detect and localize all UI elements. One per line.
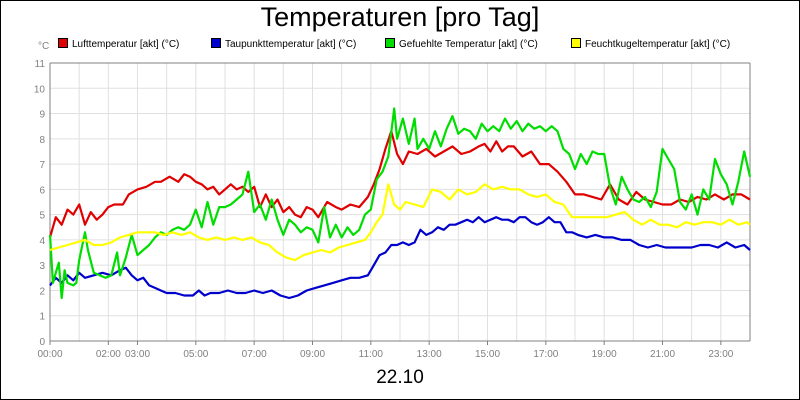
x-tick-label: 05:00: [183, 349, 208, 360]
x-tick-label: 19:00: [592, 349, 617, 360]
x-tick-label: 00:00: [37, 349, 62, 360]
series-line-gefuehlte-temperatur: [48, 107, 752, 300]
series-line-taupunkttemperatur: [49, 216, 751, 300]
date-label: 22.10: [376, 367, 424, 388]
legend-swatch-green: [385, 38, 395, 48]
x-tick-label: 03:00: [125, 349, 150, 360]
x-tick-label: 13:00: [417, 349, 442, 360]
x-tick-label: 09:00: [300, 349, 325, 360]
series-line-lufttemperatur: [48, 130, 751, 238]
legend-item-gefuehlte-temperatur: Gefuehlte Temperatur [akt] (°C): [385, 38, 538, 50]
x-tick-label: 07:00: [242, 349, 267, 360]
y-tick-label: 0: [39, 337, 45, 348]
x-tick-label: 15:00: [475, 349, 500, 360]
legend-label: Gefuehlte Temperatur [akt] (°C): [399, 39, 538, 50]
y-tick-label: 1: [39, 312, 45, 323]
y-tick-label: 5: [39, 211, 45, 222]
y-axis-unit: °C: [38, 41, 50, 52]
legend-item-lufttemperatur: Lufttemperatur [akt] (°C): [58, 38, 179, 50]
legend-label: Lufttemperatur [akt] (°C): [72, 39, 180, 50]
y-tick-label: 2: [39, 286, 45, 297]
y-tick-label: 3: [39, 261, 45, 272]
legend-swatch-red: [58, 38, 68, 48]
legend-item-feuchtkugeltemperatur: Feuchtkugeltemperatur [akt] (°C): [571, 38, 730, 50]
y-tick-label: 6: [39, 185, 45, 196]
legend-item-taupunkttemperatur: Taupunkttemperatur [akt] (°C): [211, 38, 356, 50]
y-tick-label: 4: [39, 236, 45, 247]
x-tick-label: 17:00: [533, 349, 558, 360]
legend-label: Taupunkttemperatur [akt] (°C): [225, 39, 357, 50]
x-tick-label: 23:00: [708, 349, 733, 360]
legend-label: Feuchtkugeltemperatur [akt] (°C): [585, 39, 731, 50]
x-tick-label: 21:00: [650, 349, 675, 360]
legend-swatch-blue: [211, 38, 221, 48]
y-tick-label: 9: [39, 110, 45, 121]
y-tick-label: 10: [34, 84, 46, 95]
y-tick-label: 8: [39, 135, 45, 146]
y-tick-label: 11: [35, 59, 46, 70]
y-tick-label: 7: [39, 160, 45, 171]
legend-swatch-yellow: [571, 38, 581, 48]
series-line-feuchtkugeltemperatur: [49, 183, 751, 262]
chart-title: Temperaturen [pro Tag]: [260, 2, 540, 32]
x-tick-label: 02:00: [96, 349, 121, 360]
x-tick-label: 11:00: [359, 349, 384, 360]
